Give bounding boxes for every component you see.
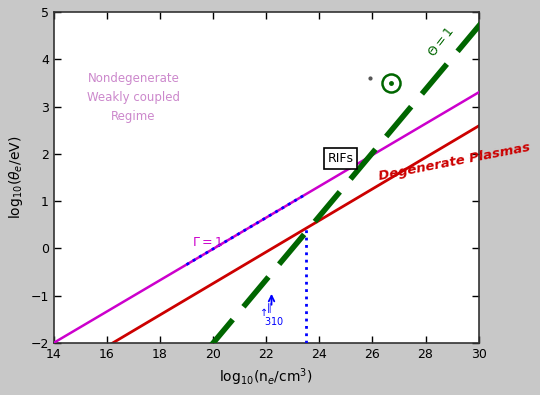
X-axis label: log$_{10}$(n$_e$/cm$^3$): log$_{10}$(n$_e$/cm$^3$) bbox=[219, 367, 313, 388]
Text: $310$: $310$ bbox=[264, 315, 284, 327]
Text: $\parallel$: $\parallel$ bbox=[265, 301, 272, 315]
Y-axis label: log$_{10}$($\theta_e$/eV): log$_{10}$($\theta_e$/eV) bbox=[7, 136, 25, 219]
Text: RIFs: RIFs bbox=[328, 152, 354, 165]
Text: Degenerate Plasmas: Degenerate Plasmas bbox=[378, 141, 531, 183]
Text: $\uparrow$: $\uparrow$ bbox=[258, 306, 268, 318]
Text: $\Gamma = 1$: $\Gamma = 1$ bbox=[192, 236, 223, 249]
Text: Nondegenerate
Weakly coupled
Regime: Nondegenerate Weakly coupled Regime bbox=[87, 71, 180, 122]
Text: $\Theta = 1$: $\Theta = 1$ bbox=[426, 25, 457, 60]
